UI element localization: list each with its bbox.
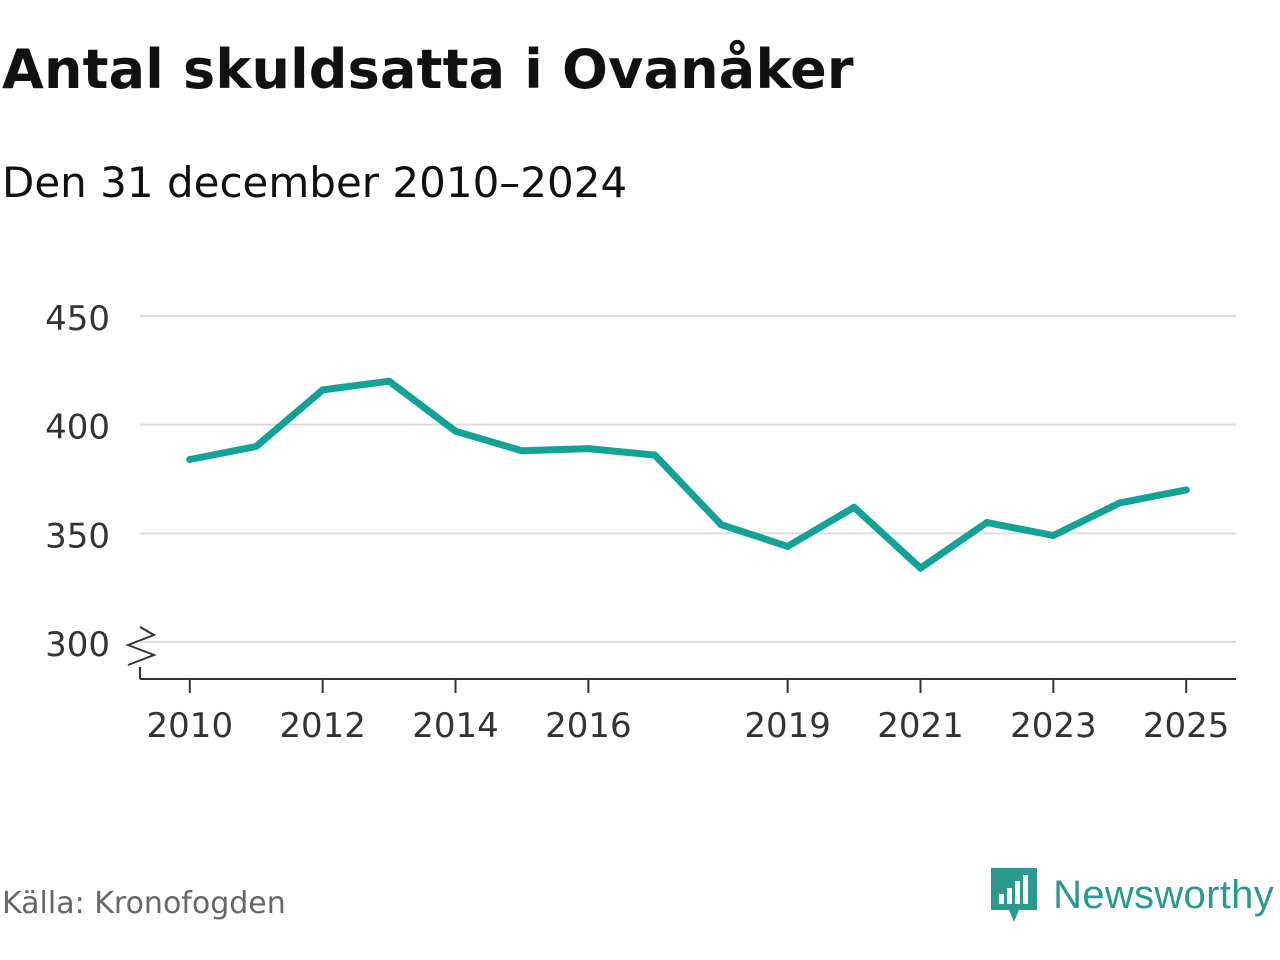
data-point (452, 427, 460, 435)
brand-logo: Newsworthy (989, 866, 1274, 924)
x-tick-label: 2021 (877, 706, 964, 746)
x-tick-label: 2010 (147, 706, 234, 746)
data-point (651, 451, 659, 459)
x-tick-label: 2016 (545, 706, 632, 746)
source-note: Källa: Kronofogden (2, 886, 286, 921)
x-tick-label: 2014 (412, 706, 499, 746)
x-tick-label: 2025 (1143, 706, 1230, 746)
chart-subtitle: Den 31 december 2010–2024 (2, 158, 628, 207)
y-tick-label: 450 (45, 299, 110, 339)
y-tick-label: 300 (45, 625, 110, 665)
data-point (385, 377, 393, 385)
series-layer (186, 377, 1190, 572)
x-tick-label: 2019 (744, 706, 831, 746)
data-point (252, 442, 260, 450)
y-axis-ticks: 300 350 400 450 (45, 299, 110, 665)
data-point (584, 445, 592, 453)
brand-name: Newsworthy (1053, 872, 1274, 917)
data-point (1182, 486, 1190, 494)
data-point (784, 542, 792, 550)
x-axis (125, 626, 1236, 680)
data-point (518, 447, 526, 455)
data-point (1116, 499, 1124, 507)
x-axis-ticks: 2010 2012 2014 2016 2019 2021 2023 2025 (147, 679, 1230, 746)
x-tick-label: 2023 (1010, 706, 1097, 746)
grid-layer (140, 315, 1236, 644)
y-tick-label: 350 (45, 516, 110, 556)
data-point (916, 564, 924, 572)
y-tick-label: 400 (45, 408, 110, 448)
data-point (186, 455, 194, 463)
data-point (983, 518, 991, 526)
newsworthy-logo-icon (991, 868, 1038, 922)
data-point (717, 521, 725, 529)
x-tick-label: 2012 (279, 706, 366, 746)
axis-break-marker (125, 626, 157, 666)
data-point (1049, 532, 1057, 540)
chart-title: Antal skuldsatta i Ovanåker (2, 38, 854, 101)
data-point (850, 503, 858, 511)
series-line (186, 377, 1190, 572)
data-point (319, 386, 327, 394)
